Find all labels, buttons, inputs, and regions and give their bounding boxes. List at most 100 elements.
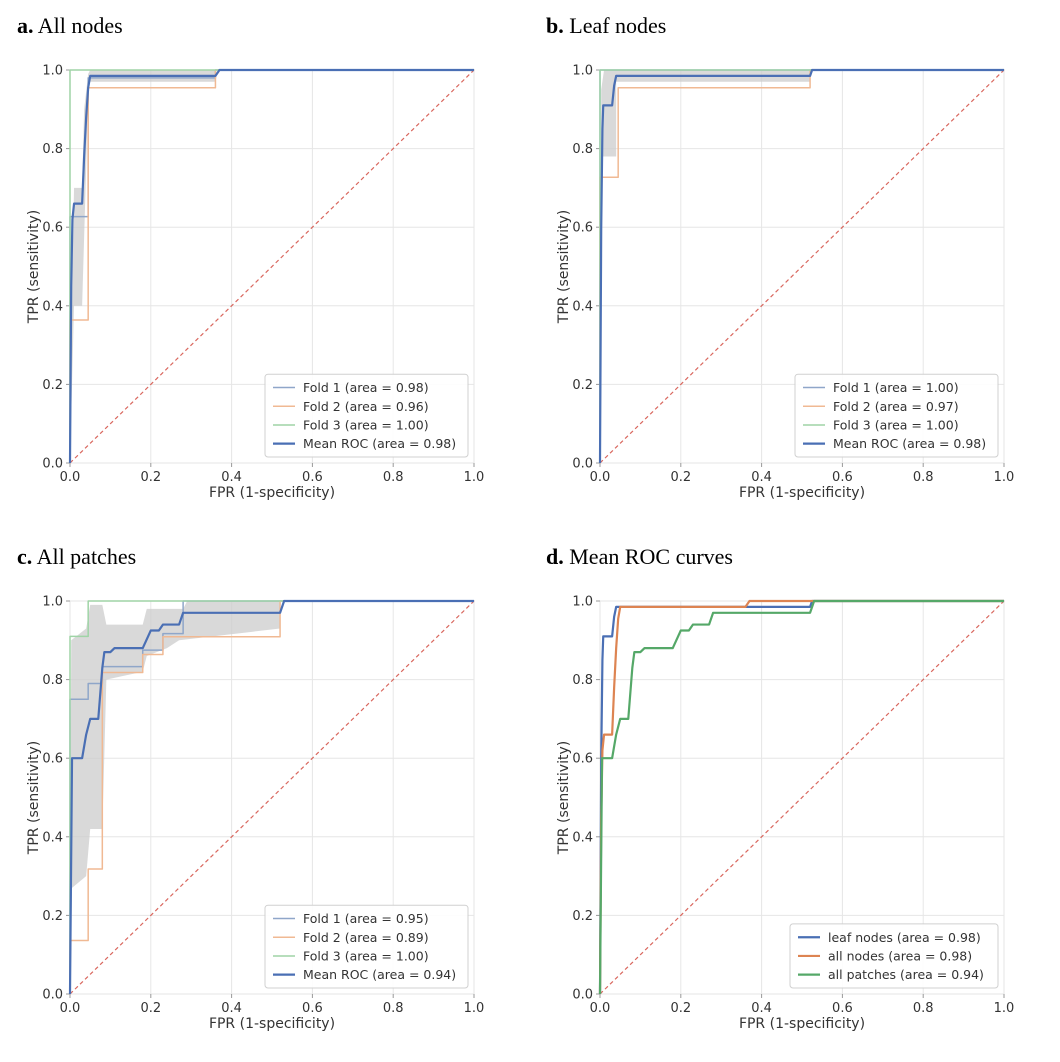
x-tick-label: 0.8 bbox=[913, 1001, 934, 1016]
roc-chart-all-patches: 0.0 0.2 0.4 0.6 0.8 1.0 0.0 0.2 0.4 0.6 0.8 1.0 FPR … bbox=[26, 595, 485, 1033]
y-tick-label: 0.6 bbox=[572, 752, 593, 767]
series-line-fold-3 bbox=[69, 600, 474, 994]
panel-name: All nodes bbox=[37, 13, 123, 38]
legend-box bbox=[789, 923, 999, 989]
panel-name: Mean ROC curves bbox=[569, 544, 733, 569]
x-tick-label: 0.6 bbox=[832, 470, 853, 485]
x-tick-label: 1.0 bbox=[464, 1001, 485, 1016]
x-tick-label: 0.6 bbox=[302, 1001, 323, 1016]
x-tick-label: 0.4 bbox=[751, 1001, 772, 1016]
x-tick-label: 0.8 bbox=[383, 1001, 404, 1016]
x-tick-label: 0.2 bbox=[140, 1001, 161, 1016]
series-line-mean-roc bbox=[598, 68, 1004, 464]
roc-chart-leaf-nodes: 0.0 0.2 0.4 0.6 0.8 1.0 0.0 0.2 0.4 0.6 0.8 1.0 FPR … bbox=[556, 64, 1015, 502]
x-tick-label: 1.0 bbox=[994, 1001, 1015, 1016]
x-tick-label: 0.4 bbox=[751, 470, 772, 485]
legend-entry: Fold 3 (area = 1.00) bbox=[833, 417, 959, 432]
y-tick-label: 0.8 bbox=[42, 673, 63, 688]
legend-entry: all patches (area = 0.94) bbox=[828, 967, 984, 982]
y-tick-label: 0.2 bbox=[42, 909, 63, 924]
legend-entry: Fold 1 (area = 0.98) bbox=[303, 380, 429, 395]
x-tick-label: 1.0 bbox=[994, 470, 1015, 485]
legend-box bbox=[264, 373, 469, 458]
legend-box bbox=[794, 373, 999, 458]
legend-entry: Fold 1 (area = 0.95) bbox=[303, 911, 429, 926]
x-axis-label: FPR (1-specificity) bbox=[739, 1016, 865, 1032]
y-axis-label: TPR (sensitivity) bbox=[556, 210, 572, 324]
y-tick-label: 0.4 bbox=[42, 830, 63, 845]
y-tick-label: 0.4 bbox=[572, 299, 593, 314]
legend-entry: Fold 2 (area = 0.97) bbox=[833, 399, 959, 414]
legend: leaf nodes (area = 0.98) all nodes (area … bbox=[789, 923, 999, 989]
y-tick-label: 1.0 bbox=[572, 64, 593, 79]
legend-entry: Mean ROC (area = 0.98) bbox=[303, 436, 456, 451]
panel-name: All patches bbox=[36, 544, 137, 569]
panel-letter: d. bbox=[546, 544, 564, 569]
y-tick-label: 0.2 bbox=[572, 909, 593, 924]
x-tick-label: 0.2 bbox=[670, 1001, 691, 1016]
series-line-fold-2 bbox=[69, 600, 474, 994]
x-tick-label: 0.4 bbox=[221, 1001, 242, 1016]
y-tick-label: 0.2 bbox=[572, 378, 593, 393]
x-tick-label: 0.2 bbox=[670, 470, 691, 485]
x-tick-label: 0.0 bbox=[60, 470, 81, 485]
x-tick-label: 0.0 bbox=[590, 1001, 611, 1016]
y-tick-label: 0.2 bbox=[42, 378, 63, 393]
panel-letter: b. bbox=[546, 13, 564, 38]
x-tick-label: 0.6 bbox=[832, 1001, 853, 1016]
y-tick-label: 0.8 bbox=[42, 142, 63, 157]
y-tick-label: 0.0 bbox=[42, 988, 63, 1003]
legend-entry: Fold 2 (area = 0.96) bbox=[303, 399, 429, 414]
legend: Fold 1 (area = 0.98) Fold 2 (area = 0.96)… bbox=[264, 373, 469, 458]
y-tick-label: 0.6 bbox=[42, 221, 63, 236]
panel-title-a: a. All nodes bbox=[17, 13, 123, 39]
y-tick-label: 1.0 bbox=[42, 595, 63, 610]
y-tick-label: 0.6 bbox=[42, 752, 63, 767]
x-tick-label: 0.2 bbox=[140, 470, 161, 485]
y-tick-label: 1.0 bbox=[42, 64, 63, 79]
legend-entry: Mean ROC (area = 0.98) bbox=[833, 436, 986, 451]
x-tick-label: 0.0 bbox=[590, 470, 611, 485]
y-tick-label: 0.8 bbox=[572, 142, 593, 157]
x-tick-label: 0.6 bbox=[302, 470, 323, 485]
panel-name: Leaf nodes bbox=[569, 13, 667, 38]
x-axis-label: FPR (1-specificity) bbox=[209, 1016, 335, 1032]
roc-chart-mean-curves: 0.0 0.2 0.4 0.6 0.8 1.0 0.0 0.2 0.4 0.6 0.8 1.0 FPR … bbox=[556, 595, 1015, 1033]
y-tick-label: 0.0 bbox=[42, 457, 63, 472]
legend: Fold 1 (area = 1.00) Fold 2 (area = 0.97)… bbox=[794, 373, 999, 458]
panel-title-b: b. Leaf nodes bbox=[546, 13, 666, 39]
y-axis-label: TPR (sensitivity) bbox=[556, 741, 572, 855]
y-axis-label: TPR (sensitivity) bbox=[26, 741, 42, 855]
chance-line bbox=[69, 600, 475, 995]
legend-entry: Fold 1 (area = 1.00) bbox=[833, 380, 959, 395]
x-tick-label: 1.0 bbox=[464, 470, 485, 485]
y-tick-label: 0.6 bbox=[572, 221, 593, 236]
x-tick-label: 0.0 bbox=[60, 1001, 81, 1016]
y-tick-label: 0.0 bbox=[572, 457, 593, 472]
legend-entry: all nodes (area = 0.98) bbox=[828, 948, 972, 963]
legend-entry: Fold 2 (area = 0.89) bbox=[303, 930, 429, 945]
x-tick-label: 0.8 bbox=[383, 470, 404, 485]
y-tick-label: 0.4 bbox=[42, 299, 63, 314]
panel-title-c: c. All patches bbox=[17, 544, 136, 570]
y-tick-label: 1.0 bbox=[572, 595, 593, 610]
chance-line bbox=[69, 69, 475, 464]
series-line-leaf-nodes bbox=[598, 599, 1004, 995]
series-line-all-patches bbox=[598, 599, 1004, 995]
panel-letter: a. bbox=[17, 13, 34, 38]
chance-line bbox=[599, 69, 1005, 464]
chance-line bbox=[599, 600, 1005, 995]
panel-title-d: d. Mean ROC curves bbox=[546, 544, 733, 570]
legend-box bbox=[264, 904, 469, 989]
std-band bbox=[70, 601, 474, 994]
legend-entry: leaf nodes (area = 0.98) bbox=[828, 930, 981, 945]
legend: Fold 1 (area = 0.95) Fold 2 (area = 0.89)… bbox=[264, 904, 469, 989]
legend-entry: Fold 3 (area = 1.00) bbox=[303, 948, 429, 963]
legend-entry: Mean ROC (area = 0.94) bbox=[303, 967, 456, 982]
roc-chart-all-nodes: 0.0 0.2 0.4 0.6 0.8 1.0 0.0 0.2 0.4 0.6 0.8 1.0 FPR … bbox=[26, 64, 485, 502]
x-tick-label: 0.8 bbox=[913, 470, 934, 485]
x-axis-label: FPR (1-specificity) bbox=[739, 485, 865, 501]
series-line-mean-roc bbox=[68, 68, 474, 464]
y-tick-label: 0.8 bbox=[572, 673, 593, 688]
x-tick-label: 0.4 bbox=[221, 470, 242, 485]
